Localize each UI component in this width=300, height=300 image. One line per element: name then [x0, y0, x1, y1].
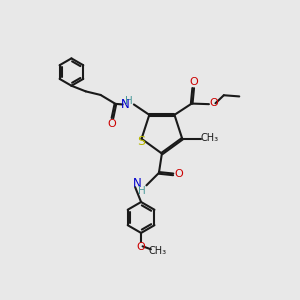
- Text: O: O: [209, 98, 218, 108]
- Text: O: O: [189, 77, 198, 87]
- Text: CH₃: CH₃: [149, 246, 167, 256]
- Text: H: H: [138, 186, 146, 196]
- Text: S: S: [137, 135, 145, 148]
- Text: N: N: [121, 98, 129, 111]
- Text: N: N: [133, 177, 142, 190]
- Text: CH₃: CH₃: [200, 133, 219, 143]
- Text: O: O: [175, 169, 184, 179]
- Text: O: O: [107, 119, 116, 129]
- Text: H: H: [124, 96, 132, 106]
- Text: O: O: [137, 242, 146, 252]
